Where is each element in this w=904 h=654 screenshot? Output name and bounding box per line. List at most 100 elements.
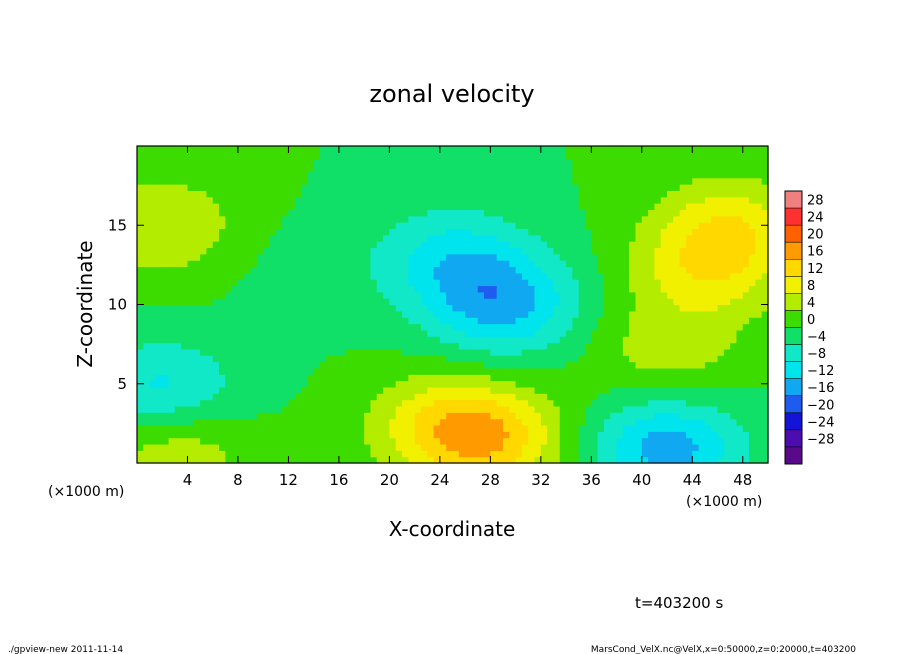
field-cell — [143, 386, 151, 394]
field-cell — [250, 456, 258, 464]
field-cell — [420, 266, 428, 274]
field-cell — [452, 405, 460, 413]
field-cell — [534, 253, 542, 261]
field-cell — [559, 336, 567, 344]
field-cell — [591, 443, 599, 451]
field-cell — [294, 443, 302, 451]
field-cell — [566, 184, 573, 191]
field-cell — [282, 272, 290, 280]
field-cell — [761, 323, 769, 331]
field-cell — [679, 367, 687, 375]
field-cell — [566, 405, 573, 413]
field-cell — [181, 260, 189, 268]
field-cell — [534, 152, 542, 160]
field-cell — [206, 450, 214, 458]
field-cell — [616, 177, 624, 185]
field-cell — [502, 285, 510, 293]
field-cell — [389, 152, 397, 160]
field-cell — [622, 367, 630, 375]
field-cell — [307, 209, 315, 217]
field-cell — [521, 424, 529, 432]
field-cell — [364, 456, 372, 464]
field-cell — [597, 329, 605, 337]
field-cell — [458, 158, 466, 166]
field-cell — [667, 336, 674, 344]
field-cell — [408, 342, 416, 350]
field-cell — [730, 355, 738, 363]
field-cell — [673, 203, 681, 210]
field-cell — [547, 450, 555, 458]
field-cell — [383, 241, 390, 249]
field-cell — [168, 247, 176, 255]
field-cell — [143, 399, 151, 407]
field-cell — [212, 152, 220, 160]
field-cell — [282, 266, 290, 274]
field-cell — [181, 203, 189, 210]
field-cell — [761, 355, 769, 363]
field-cell — [269, 412, 277, 420]
field-cell — [376, 196, 384, 204]
field-cell — [168, 342, 176, 350]
field-cell — [761, 386, 769, 394]
field-cell — [351, 361, 359, 369]
field-cell — [313, 279, 321, 287]
field-cell — [395, 152, 403, 160]
field-cell — [143, 190, 151, 198]
field-cell — [559, 393, 567, 401]
field-cell — [301, 329, 308, 337]
field-cell — [143, 184, 151, 191]
field-cell — [395, 222, 403, 230]
field-cell — [408, 234, 416, 242]
field-cell — [515, 190, 523, 198]
field-cell — [200, 241, 208, 249]
field-cell — [307, 234, 315, 242]
field-cell — [452, 437, 460, 445]
field-cell — [149, 222, 157, 230]
field-cell — [629, 443, 637, 451]
field-cell — [622, 152, 630, 160]
field-cell — [730, 184, 738, 191]
field-cell — [263, 348, 271, 356]
field-cell — [654, 443, 662, 451]
field-cell — [187, 304, 195, 312]
field-cell — [275, 266, 283, 274]
field-cell — [237, 323, 245, 331]
field-cell — [616, 165, 624, 172]
field-cell — [521, 386, 529, 394]
field-cell — [351, 247, 359, 255]
field-cell — [471, 418, 479, 426]
field-cell — [515, 266, 523, 274]
field-cell — [326, 380, 334, 388]
field-cell — [496, 209, 504, 217]
field-cell — [256, 431, 264, 439]
field-cell — [383, 146, 390, 153]
field-cell — [641, 443, 649, 451]
field-cell — [269, 152, 277, 160]
field-cell — [566, 355, 573, 363]
field-cell — [521, 412, 529, 420]
field-cell — [307, 380, 315, 388]
field-cell — [484, 228, 491, 236]
field-cell — [585, 374, 592, 382]
field-cell — [553, 209, 561, 217]
field-cell — [408, 399, 416, 407]
field-cell — [282, 386, 290, 394]
field-cell — [610, 215, 618, 223]
field-cell — [597, 443, 605, 451]
field-cell — [502, 184, 510, 191]
field-cell — [723, 323, 731, 331]
field-cell — [692, 450, 700, 458]
field-cell — [761, 405, 769, 413]
field-cell — [263, 317, 271, 325]
field-cell — [351, 336, 359, 344]
field-cell — [294, 203, 302, 210]
field-cell — [237, 342, 245, 350]
field-cell — [484, 380, 491, 388]
field-cell — [578, 291, 586, 299]
field-cell — [528, 304, 536, 312]
field-cell — [616, 190, 624, 198]
field-cell — [528, 222, 536, 230]
field-cell — [143, 253, 151, 261]
field-cell — [301, 393, 308, 401]
field-cell — [452, 412, 460, 420]
